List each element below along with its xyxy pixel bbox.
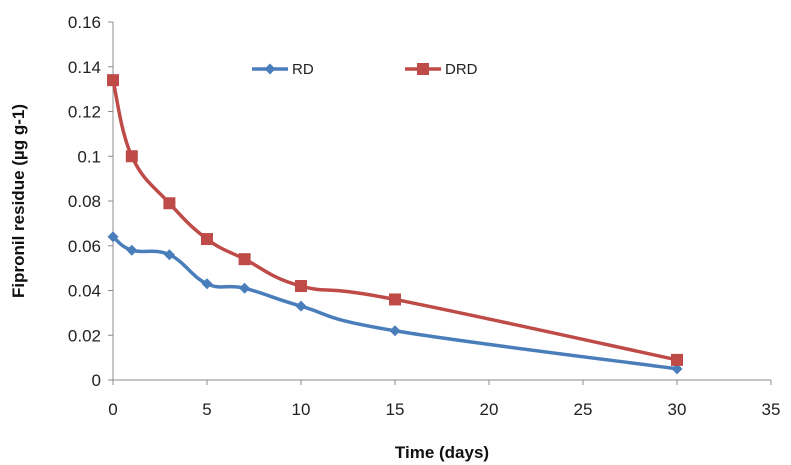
legend-label: DRD [445, 61, 478, 78]
data-point-rd [126, 244, 138, 256]
x-tick-label: 10 [292, 400, 311, 419]
y-tick-label: 0.02 [68, 326, 101, 345]
legend-marker [417, 63, 429, 75]
data-point-rd [163, 249, 175, 261]
y-ticks: 0 0.02 0.04 0.06 0.08 0.1 0.12 0.14 0.16 [68, 13, 113, 390]
data-point-drd [125, 150, 138, 163]
data-point-drd [238, 253, 251, 266]
y-axis-title: Fipronil residue (µg g-1) [9, 104, 28, 298]
y-tick-label: 0.08 [68, 192, 101, 211]
data-point-drd [163, 197, 176, 210]
x-tick-label: 30 [668, 400, 687, 419]
series-layer [107, 74, 683, 375]
series-drd [107, 74, 683, 366]
x-tick-label: 0 [108, 400, 117, 419]
y-tick-label: 0.04 [68, 282, 101, 301]
x-tick-label: 35 [762, 400, 781, 419]
y-tick-label: 0.14 [68, 58, 101, 77]
axes [112, 22, 771, 381]
data-point-rd [671, 363, 683, 375]
x-axis-title: Time (days) [395, 443, 489, 462]
legend-item-drd: DRD [405, 61, 478, 78]
data-point-drd [201, 233, 213, 246]
data-point-drd [295, 280, 307, 293]
series-rd [107, 231, 683, 375]
data-point-rd [201, 278, 213, 290]
data-point-drd [107, 74, 119, 87]
x-tick-label: 25 [574, 400, 593, 419]
x-tick-label: 5 [202, 400, 211, 419]
data-point-rd [107, 231, 119, 243]
data-point-rd [239, 282, 251, 294]
x-ticks: 0 5 10 15 20 25 30 35 [108, 380, 780, 419]
data-point-drd [671, 353, 683, 366]
y-tick-label: 0 [92, 371, 101, 390]
data-point-drd [389, 293, 401, 306]
series-line-drd [111, 78, 679, 362]
data-point-rd [389, 325, 401, 337]
y-tick-label: 0.06 [68, 237, 101, 256]
legend-marker [264, 63, 276, 75]
legend-label: RD [292, 61, 314, 78]
y-tick-label: 0.16 [68, 13, 101, 32]
y-tick-label: 0.1 [77, 147, 101, 166]
legend-item-rd: RD [252, 61, 314, 78]
x-tick-label: 20 [480, 400, 499, 419]
data-point-rd [295, 300, 307, 312]
x-tick-label: 15 [386, 400, 405, 419]
legend: RD DRD [252, 61, 478, 78]
y-tick-label: 0.12 [68, 103, 101, 122]
